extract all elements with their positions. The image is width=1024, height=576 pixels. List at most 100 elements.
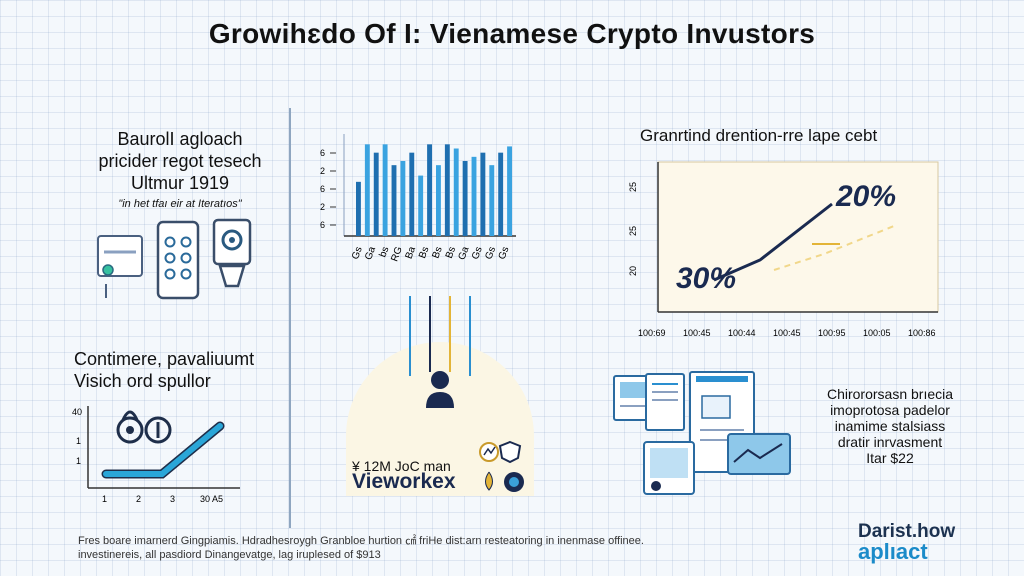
mini-chart-x-tick: 1: [102, 494, 107, 504]
bar: [391, 165, 397, 236]
documents-illustration: [613, 371, 791, 495]
line-chart-x-tick: 100:05: [863, 328, 891, 338]
bar: [498, 152, 504, 236]
left-middle-line: Contimere, pavaliuumt: [74, 349, 255, 369]
person-brand: Vieworkex: [352, 470, 456, 493]
right-text-line: dratir inrvasment: [837, 434, 943, 450]
document-icon: [645, 373, 685, 431]
bar: [471, 156, 477, 236]
bar: [418, 175, 424, 236]
chart-badge-icon: [479, 442, 499, 462]
line-chart-panel: [657, 161, 939, 313]
line-chart: 25 25 20 20% 30% 100:69 100:45 100:44 10…: [628, 161, 939, 338]
bar-chart-x-label: Gs: [470, 245, 485, 261]
bar-chart-y-tick: 6: [320, 220, 325, 230]
line-chart-x-tick: 100:45: [773, 328, 801, 338]
bar-chart-y-tick: 6: [320, 184, 325, 194]
page-title: Growihɛdo Of I: Vienamese Crypto Invusto…: [208, 18, 816, 49]
bar: [364, 144, 370, 236]
left-top-line: pricider regot tesech: [98, 151, 262, 171]
line-chart-high-label: 20%: [835, 180, 896, 213]
bar: [409, 152, 415, 236]
coin-icon: [144, 416, 172, 444]
devices-illustration: [97, 218, 252, 300]
leaf-icon: [485, 471, 493, 491]
bar-chart-x-label: Bs: [430, 245, 444, 260]
tablet-icon: [643, 441, 695, 495]
footer-line: investinereis, all pasdiord Dinangevatge…: [78, 549, 381, 561]
line-chart-x-tick: 100:44: [728, 328, 756, 338]
bar-chart-x-label: Gs: [483, 245, 498, 261]
bar: [453, 148, 459, 236]
line-chart-low-label: 30%: [676, 262, 736, 295]
mini-chart-x-tick: 2: [136, 494, 141, 504]
mini-chart-y-tick: 1: [76, 436, 81, 446]
bar-chart-x-label: RG: [389, 245, 405, 263]
line-chart-y-tick: 20: [628, 266, 638, 276]
bar: [356, 181, 361, 236]
trend-line-dashed: [773, 225, 895, 271]
right-text-line: Itar $22: [866, 450, 914, 466]
bar: [400, 161, 406, 236]
bar: [480, 152, 486, 236]
keypad-device-icon: [156, 220, 200, 300]
bar: [427, 144, 432, 236]
bar: [462, 161, 468, 236]
user-icon: [426, 371, 454, 408]
bar-chart-x-label: Ga: [457, 245, 472, 262]
bar: [382, 144, 388, 236]
bar-chart-y-tick: 6: [320, 148, 325, 158]
left-middle-line: Visich ord spullor: [74, 371, 211, 391]
mini-chart-y-tick: 40: [72, 407, 82, 417]
left-middle-text: Contimere, pavaliuumt Visich ord spullor: [74, 348, 294, 392]
mini-chart-y-tick: 1: [76, 456, 81, 466]
growth-line-shadow: [101, 421, 225, 479]
left-top-line: Ultmur 1919: [130, 173, 230, 193]
left-top-line: BaurolI agloach: [117, 129, 243, 149]
line-chart-x-tick: 100:69: [638, 328, 666, 338]
mini-chart-x-tick: 3: [170, 494, 175, 504]
growth-mini-chart: 40 1 1 1 2 3 30 A5: [72, 406, 240, 504]
bar-chart-x-label: bs: [378, 245, 392, 259]
bar-chart-x-label: Ba: [404, 245, 419, 261]
bar-chart-x-label: Gs: [350, 245, 365, 261]
brand-line: aplıact: [858, 539, 928, 564]
bar-chart-x-label: Ga: [363, 245, 378, 262]
bar-chart-x-label: Gs: [497, 245, 512, 261]
line-chart-x-tick: 100:45: [683, 328, 711, 338]
bar: [507, 146, 512, 236]
line-chart-y-tick: 25: [628, 182, 638, 192]
person-caption: ¥ 12M JoC man: [352, 458, 451, 474]
left-top-text: BaurolI agloach pricider regot tesech Ul…: [60, 128, 300, 194]
person-illustration: [346, 296, 534, 496]
bar: [444, 144, 450, 236]
bar-chart-y-tick: 2: [320, 166, 325, 176]
bar: [373, 152, 379, 236]
right-text-line: imoprotosa padelor: [830, 402, 950, 418]
bar: [489, 165, 495, 236]
line-chart-y-tick: 25: [628, 226, 638, 236]
device-panel-icon: [97, 235, 143, 298]
gear-device-icon: [212, 218, 252, 288]
brand-line: Darist.how: [858, 521, 956, 542]
footer-text: Fres boare imarnerd Gingpiamis. Hdradhes…: [78, 534, 698, 562]
bar-chart-x-label: Bs: [417, 245, 431, 260]
globe-icon: [504, 472, 524, 492]
mini-chart-x-tick: 30 A5: [200, 494, 223, 504]
growth-line: [103, 423, 223, 477]
lock-icon: [116, 410, 144, 444]
right-text-line: inamime stalsiass: [834, 418, 946, 434]
section-divider: [289, 108, 291, 528]
bar-chart-x-label: Bs: [444, 245, 458, 260]
brand-logo: Darist.how aplıact: [858, 521, 998, 564]
line-chart-x-tick: 100:95: [818, 328, 846, 338]
right-text: Chirororsasn brıecia imoprotosa padelor …: [800, 386, 980, 466]
bar: [436, 165, 441, 236]
bar-chart-y-tick: 2: [320, 202, 325, 212]
right-text-line: Chirororsasn brıecia: [826, 386, 954, 402]
line-chart-title: Granrtind drention-rre lape cebt: [640, 126, 878, 145]
line-chart-x-tick: 100:86: [908, 328, 936, 338]
trend-line: [713, 202, 833, 282]
footer-line: Fres boare imarnerd Gingpiamis. Hdradhes…: [78, 535, 644, 547]
